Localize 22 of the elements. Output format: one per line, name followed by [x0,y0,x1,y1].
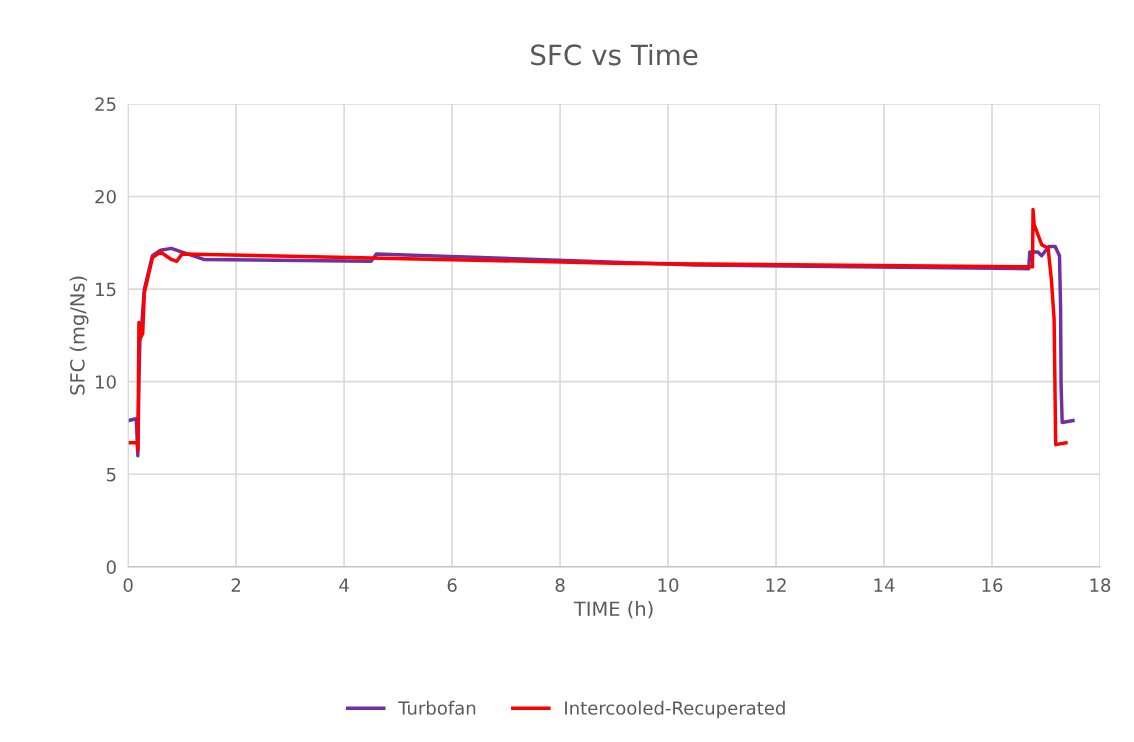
y-tick-label: 0 [106,560,116,574]
y-axis-title: SFC (mg/Ns) [69,276,89,395]
x-tick-label: 12 [766,578,786,592]
x-tick-label: 0 [123,578,133,592]
line-series [128,207,1068,452]
y-tick-label: 15 [96,282,116,297]
x-tick-label: 14 [874,578,895,592]
x-tick-label: 18 [1090,578,1111,592]
y-tick-label: 20 [95,189,116,204]
x-tick-label: 6 [447,578,457,592]
x-axis-title: TIME (h) [573,601,653,619]
x-tick-label: 4 [339,578,349,592]
y-tick-label: 10 [96,375,116,389]
chart-title: SFC vs Time [531,43,698,66]
x-tick-label: 10 [658,578,679,592]
x-tick-label: 8 [555,578,565,592]
x-tick-label: 2 [231,578,241,592]
y-tick-label: 25 [95,97,116,111]
y-tick-label: 5 [106,467,116,482]
x-tick-label: 16 [982,578,1003,592]
legend-label: Intercooled-Recuperated [565,700,785,719]
legend-label: Turbofan [398,700,476,715]
